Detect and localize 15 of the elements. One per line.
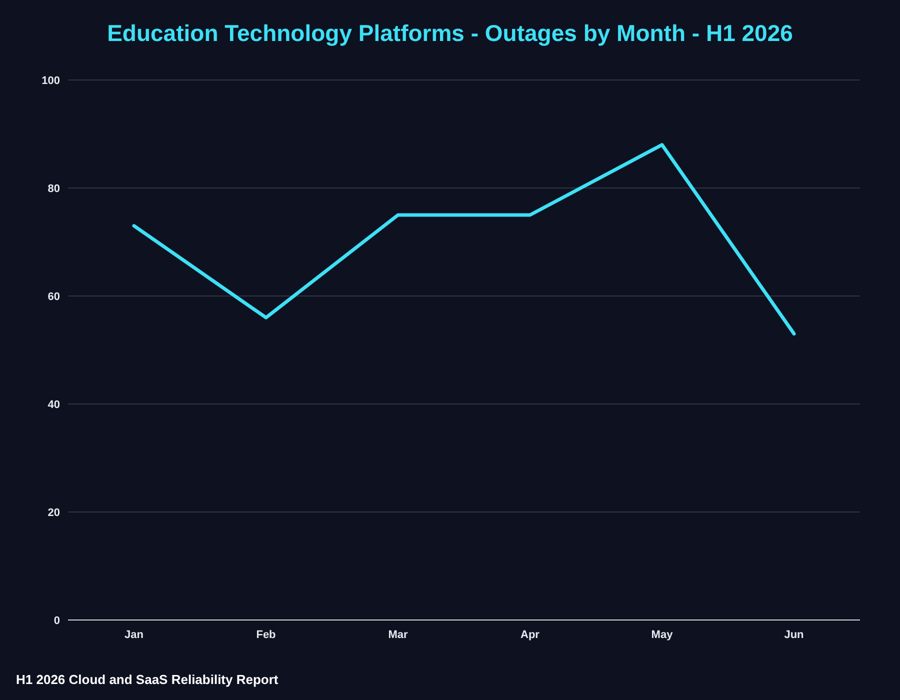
y-tick-label: 40 (48, 398, 60, 411)
line-series (132, 143, 796, 336)
y-tick-label: 100 (42, 74, 60, 87)
y-tick-label: 0 (54, 614, 60, 627)
x-tick-label: May (651, 629, 674, 641)
y-tick-label: 60 (48, 290, 60, 303)
x-tick-label: Feb (256, 629, 276, 641)
x-tick-label: Apr (520, 629, 540, 641)
x-tick-label: Mar (388, 629, 408, 641)
y-tick-label: 20 (48, 506, 60, 519)
chart-title: Education Technology Platforms - Outages by Month - H1 2026 (107, 20, 793, 46)
text: H1 2026 Cloud and SaaS Reliability Report (16, 672, 279, 687)
x-tick-label: Jun (784, 629, 804, 641)
y-tick-label: 80 (48, 182, 60, 195)
x-tick-label: Jan (124, 629, 144, 641)
